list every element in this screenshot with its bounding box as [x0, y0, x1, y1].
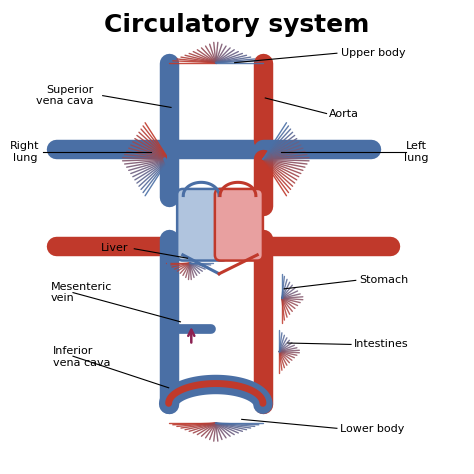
Text: Inferior
vena cava: Inferior vena cava: [53, 346, 111, 368]
Text: Stomach: Stomach: [359, 275, 409, 285]
Text: Intestines: Intestines: [354, 339, 409, 349]
Text: Aorta: Aorta: [329, 109, 359, 119]
Text: Liver: Liver: [101, 243, 128, 253]
Text: Superior
vena cava: Superior vena cava: [36, 85, 93, 107]
Text: Circulatory system: Circulatory system: [104, 13, 370, 37]
FancyBboxPatch shape: [177, 189, 228, 261]
Text: Mesenteric
vein: Mesenteric vein: [51, 282, 112, 303]
FancyBboxPatch shape: [215, 189, 263, 261]
Text: Lower body: Lower body: [340, 424, 404, 434]
Text: Upper body: Upper body: [341, 48, 405, 58]
Text: Left
lung: Left lung: [404, 141, 428, 163]
Text: Right
lung: Right lung: [10, 141, 40, 163]
